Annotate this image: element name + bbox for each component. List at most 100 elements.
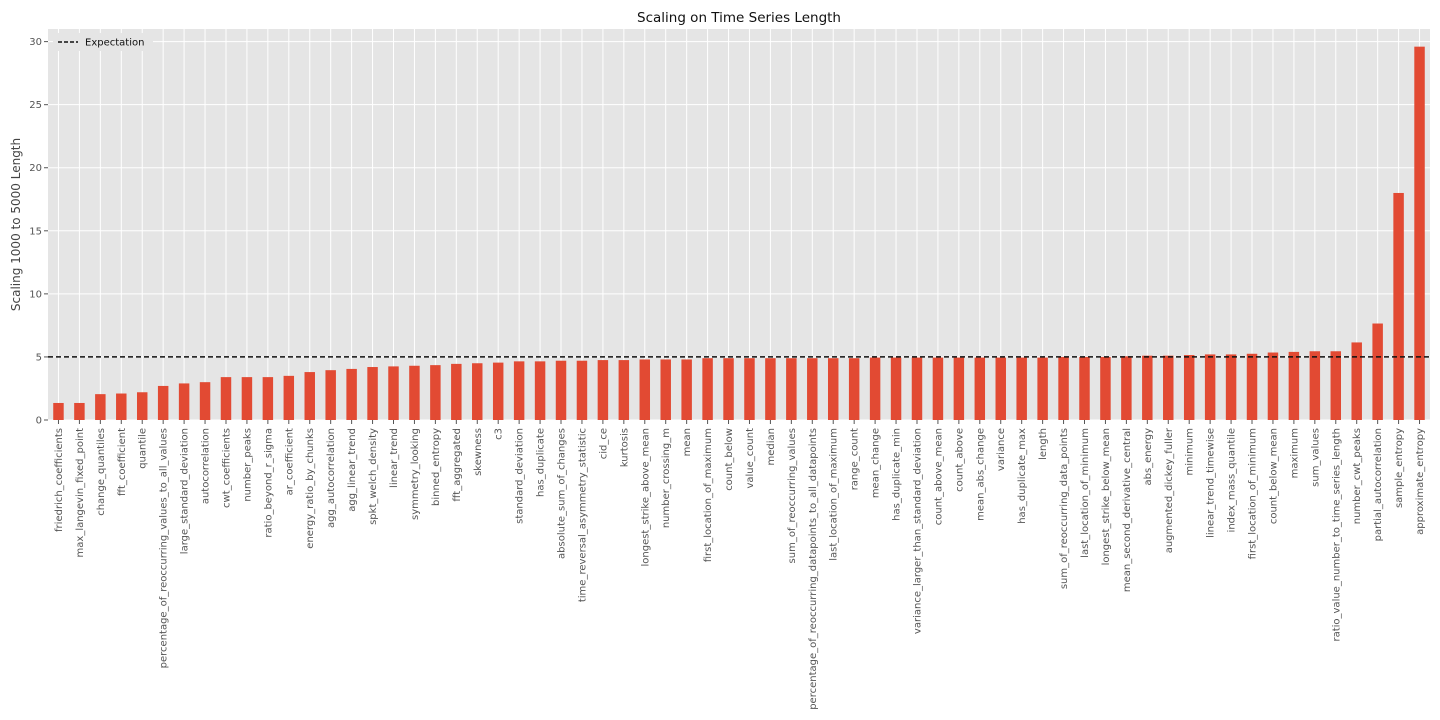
bar-sum_of_reoccurring_values xyxy=(786,358,797,420)
x-tick-label: percentage_of_reoccurring_values_to_all_… xyxy=(159,428,170,668)
x-tick-label: approximate_entropy xyxy=(1415,428,1426,535)
bar-autocorrelation xyxy=(199,382,211,420)
x-tick-label: first_location_of_maximum xyxy=(703,428,714,562)
bar-agg_autocorrelation xyxy=(325,370,336,420)
x-tick-label: sample_entropy xyxy=(1394,428,1405,508)
x-tick-label: absolute_sum_of_changes xyxy=(557,428,568,559)
x-tick-label: longest_strike_below_mean xyxy=(1101,428,1112,565)
x-tick-label: spkt_welch_density xyxy=(368,428,379,525)
bar-energy_ratio_by_chunks xyxy=(304,372,315,420)
bar-skewness xyxy=(472,363,483,420)
bar-abs_energy xyxy=(1142,355,1153,420)
bar-mean_change xyxy=(869,357,881,420)
bar-last_location_of_maximum xyxy=(827,358,839,420)
x-tick-label: linear_trend xyxy=(389,428,400,488)
bar-sample_entropy xyxy=(1393,192,1404,420)
x-tick-label: percentage_of_reoccurring_datapoints_to_… xyxy=(808,428,819,710)
x-tick-label: variance xyxy=(996,428,1007,471)
x-tick-label: cid_ce xyxy=(598,428,609,459)
x-tick-label: number_cwt_peaks xyxy=(1352,428,1363,524)
x-tick-label: index_mass_quantile xyxy=(1227,428,1238,532)
bar-minimum xyxy=(1183,355,1195,420)
bar-fft_aggregated xyxy=(451,363,462,420)
x-tick-label: change_quantiles xyxy=(96,428,107,516)
bar-binned_entropy xyxy=(430,365,441,420)
bar-number_peaks xyxy=(241,377,253,420)
bar-absolute_sum_of_changes xyxy=(555,360,567,420)
x-tick-label: number_peaks xyxy=(242,428,253,502)
bar-large_standard_deviation xyxy=(178,383,190,420)
bar-ar_coefficient xyxy=(283,375,295,420)
bar-friedrich_coefficients xyxy=(53,402,64,420)
x-tick-label: augmented_dickey_fuller xyxy=(1164,427,1175,553)
legend-label-expectation: Expectation xyxy=(85,38,144,49)
x-axis: friedrich_coefficients max_langevin_fixed… xyxy=(54,420,1426,710)
y-tick-label: 25 xyxy=(29,100,42,111)
bar-mean xyxy=(681,359,692,420)
x-tick-label: ratio_value_number_to_time_series_length xyxy=(1331,428,1342,642)
x-tick-label: autocorrelation xyxy=(201,428,212,504)
x-tick-label: range_count xyxy=(850,428,861,490)
bar-spkt_welch_density xyxy=(367,367,378,420)
x-tick-label: number_crossing_m xyxy=(661,428,672,528)
bar-longest_strike_below_mean xyxy=(1100,356,1111,420)
bar-number_crossing_m xyxy=(660,359,671,420)
x-tick-label: longest_strike_above_mean xyxy=(640,428,651,567)
bar-kurtosis xyxy=(618,360,630,420)
bars xyxy=(53,46,1425,420)
bar-linear_trend xyxy=(388,366,399,420)
bar-median xyxy=(765,358,776,420)
bar-linear_trend_timewise xyxy=(1204,354,1216,420)
x-tick-label: agg_linear_trend xyxy=(347,428,358,512)
x-tick-label: count_above_mean xyxy=(933,428,944,525)
x-tick-label: mean xyxy=(682,428,693,456)
bar-length xyxy=(1037,357,1048,420)
bar-first_location_of_maximum xyxy=(702,358,713,420)
bar-value_count xyxy=(744,358,755,420)
y-tick-label: 15 xyxy=(29,226,42,237)
x-tick-label: energy_ratio_by_chunks xyxy=(305,428,316,549)
chart-title: Scaling on Time Series Length xyxy=(637,10,841,26)
legend: Expectation xyxy=(53,33,153,51)
y-axis-label: Scaling 1000 to 5000 Length xyxy=(9,138,23,311)
x-tick-label: maximum xyxy=(1289,428,1300,478)
bar-last_location_of_minimum xyxy=(1079,356,1090,420)
x-tick-label: quantile xyxy=(138,428,149,469)
x-tick-label: mean_change xyxy=(871,428,882,498)
bar-agg_linear_trend xyxy=(346,368,357,420)
y-tick-label: 20 xyxy=(29,163,42,174)
bar-cid_ce xyxy=(597,360,609,420)
bar-variance xyxy=(995,357,1006,420)
bar-first_location_of_minimum xyxy=(1246,353,1258,420)
x-tick-label: large_standard_deviation xyxy=(180,428,191,554)
x-tick-label: skewness xyxy=(473,428,484,476)
x-tick-label: last_location_of_minimum xyxy=(1080,428,1091,558)
x-tick-label: friedrich_coefficients xyxy=(54,428,65,532)
bar-approximate_entropy xyxy=(1414,46,1425,420)
x-tick-label: mean_second_derivative_central xyxy=(1122,428,1133,592)
bar-count_above xyxy=(953,357,965,420)
x-tick-label: abs_energy xyxy=(1143,428,1154,486)
bar-symmetry_looking xyxy=(409,365,420,420)
x-tick-label: length xyxy=(1038,428,1049,460)
x-tick-label: last_location_of_maximum xyxy=(829,428,840,561)
bar-count_below xyxy=(723,358,734,420)
bar-has_duplicate xyxy=(534,361,546,420)
bar-longest_strike_above_mean xyxy=(639,359,651,420)
x-tick-label: count_below_mean xyxy=(1268,428,1279,524)
bar-ratio_beyond_r_sigma xyxy=(262,377,274,420)
x-tick-label: c3 xyxy=(494,428,505,440)
bar-number_cwt_peaks xyxy=(1351,342,1362,420)
legend-box xyxy=(53,33,153,51)
bar-c3 xyxy=(492,362,504,420)
bar-sum_values xyxy=(1309,351,1321,420)
x-tick-label: cwt_coefficients xyxy=(221,428,232,508)
x-tick-label: binned_entropy xyxy=(431,428,442,506)
x-tick-label: standard_deviation xyxy=(515,428,526,524)
bar-index_mass_quantile xyxy=(1225,354,1237,420)
bar-ratio_value_number_to_time_series_length xyxy=(1330,351,1342,420)
x-tick-label: minimum xyxy=(1185,428,1196,475)
y-tick-label: 0 xyxy=(36,416,42,427)
